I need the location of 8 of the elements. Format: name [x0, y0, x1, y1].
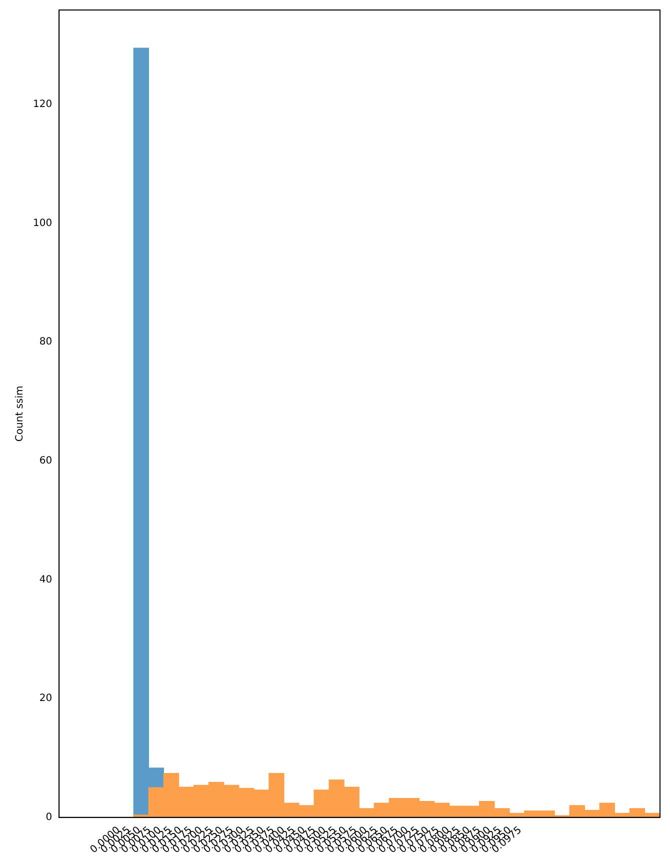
- y-tick-label: 120: [32, 99, 52, 110]
- y-tick-label: 20: [39, 693, 52, 704]
- y-tick-label: 80: [39, 336, 52, 348]
- y-axis-title: Count ssim: [14, 386, 26, 442]
- y-tick-label: 0: [46, 812, 52, 823]
- y-tick-label: 60: [39, 455, 52, 466]
- y-tick-label: 100: [32, 218, 52, 229]
- y-tick-label: 40: [39, 574, 52, 586]
